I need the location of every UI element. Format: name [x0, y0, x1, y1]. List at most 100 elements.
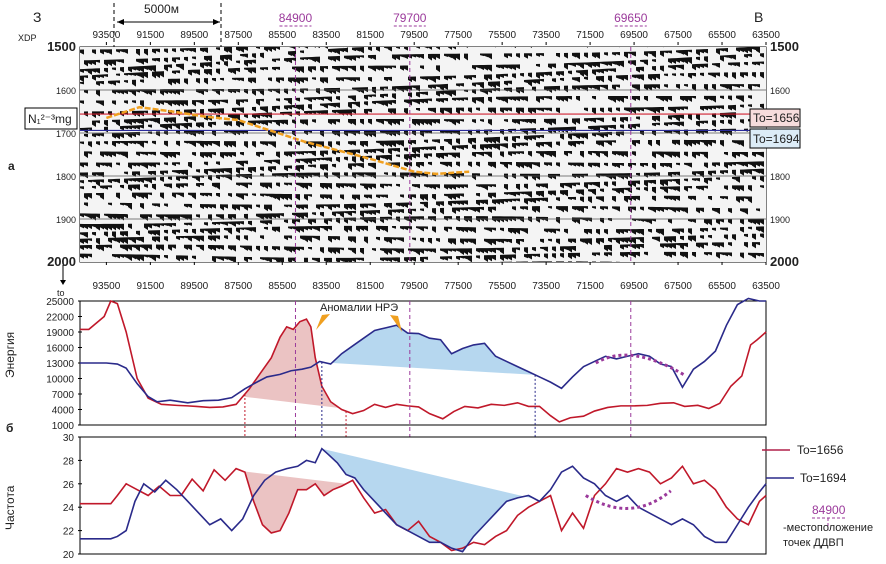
reflector-wedge	[168, 266, 172, 273]
reflector-wedge	[452, 145, 456, 151]
reflector-wedge	[676, 195, 680, 201]
reflector-wedge	[600, 140, 604, 148]
reflector-wedge	[576, 62, 580, 66]
reflector-wedge	[588, 238, 592, 246]
reflector-wedge	[100, 100, 104, 107]
reflector-wedge	[436, 184, 440, 189]
reflector-wedge	[152, 58, 156, 62]
reflector-wedge	[284, 98, 288, 101]
reflector-wedge	[564, 246, 568, 251]
reflector-wedge	[300, 266, 304, 272]
reflector-wedge	[112, 231, 116, 239]
reflector-wedge	[716, 162, 720, 167]
reflector-wedge	[272, 193, 276, 200]
reflector-wedge	[496, 247, 500, 251]
reflector-wedge	[348, 225, 352, 233]
reflector-wedge	[236, 267, 240, 270]
reflector-wedge	[216, 228, 220, 233]
reflector-wedge	[552, 190, 556, 196]
reflector-wedge	[520, 119, 524, 122]
reflector-wedge	[756, 47, 760, 54]
reflector-wedge	[232, 245, 236, 252]
reflector-wedge	[600, 68, 604, 74]
reflector-wedge	[244, 213, 248, 220]
reflector-wedge	[444, 256, 448, 261]
reflector-wedge	[520, 261, 524, 262]
reflector-wedge	[708, 72, 712, 76]
reflector-wedge	[136, 151, 140, 157]
reflector-wedge	[636, 96, 640, 101]
reflector-wedge	[136, 244, 140, 252]
reflector-wedge	[196, 100, 200, 103]
reflector-wedge	[388, 65, 392, 70]
reflector-wedge	[160, 223, 164, 227]
reflector-wedge	[556, 71, 560, 77]
reflector-wedge	[324, 266, 328, 269]
reflector-wedge	[540, 238, 544, 244]
reflector-wedge	[88, 127, 92, 131]
reflector-wedge	[184, 140, 188, 144]
reflector-wedge	[576, 252, 580, 258]
reflector-wedge	[692, 171, 696, 176]
reflector-wedge	[496, 96, 500, 101]
reflector-wedge	[728, 95, 732, 101]
reflector-wedge	[308, 226, 312, 231]
reflector-wedge	[324, 164, 328, 172]
reflector-wedge	[240, 167, 244, 171]
reflector-wedge	[672, 207, 676, 213]
reflector-wedge	[672, 195, 676, 202]
reflector-wedge	[136, 184, 140, 191]
reflector-wedge	[756, 168, 760, 174]
reflector-wedge	[436, 36, 440, 40]
reflector-wedge	[376, 210, 380, 214]
reflector-wedge	[364, 210, 368, 214]
reflector-wedge	[760, 252, 764, 258]
reflector-wedge	[708, 170, 712, 176]
reflector-wedge	[440, 90, 444, 95]
reflector-wedge	[516, 198, 520, 202]
reflector-wedge	[488, 238, 492, 246]
reflector-wedge	[484, 42, 488, 46]
reflector-wedge	[284, 105, 288, 111]
reflector-wedge	[132, 89, 136, 97]
reflector-wedge	[132, 118, 136, 124]
reflector-wedge	[480, 82, 484, 89]
reflector-wedge	[676, 64, 680, 69]
reflector-wedge	[352, 95, 356, 102]
reflector-wedge	[244, 235, 248, 241]
reflector-wedge	[516, 142, 520, 147]
reflector-wedge	[720, 242, 724, 248]
reflector-wedge	[188, 235, 192, 242]
reflector-wedge	[556, 85, 560, 91]
reflector-wedge	[664, 84, 668, 88]
reflector-wedge	[556, 228, 560, 232]
reflector-wedge	[459, 47, 460, 48]
reflector-wedge	[176, 123, 180, 130]
reflector-wedge	[456, 248, 460, 252]
reflector-wedge	[568, 133, 572, 140]
reflector-wedge	[752, 218, 756, 225]
reflector-wedge	[432, 184, 436, 190]
reflector-wedge	[384, 47, 388, 49]
reflector-wedge	[564, 150, 568, 157]
reflector-wedge	[260, 67, 264, 71]
reflector-wedge	[556, 261, 560, 262]
reflector-wedge	[592, 62, 596, 68]
scale-label: 5000м	[144, 2, 179, 16]
reflector-wedge	[276, 193, 280, 201]
freq-ytick-22: 22	[63, 527, 75, 538]
reflector-wedge	[640, 107, 644, 112]
reflector-wedge	[756, 161, 760, 167]
reflector-wedge	[380, 65, 384, 72]
reflector-wedge	[296, 172, 300, 178]
reflector-wedge	[304, 194, 308, 201]
reflector-wedge	[604, 261, 608, 262]
freq-series-to1656	[80, 464, 767, 552]
reflector-wedge	[356, 77, 360, 82]
reflector-wedge	[744, 169, 748, 174]
reflector-wedge	[432, 119, 436, 124]
reflector-wedge	[612, 84, 616, 91]
reflector-wedge	[420, 237, 424, 243]
reflector-wedge	[600, 75, 604, 83]
section-ytick-left-1500: 1500	[47, 39, 76, 54]
